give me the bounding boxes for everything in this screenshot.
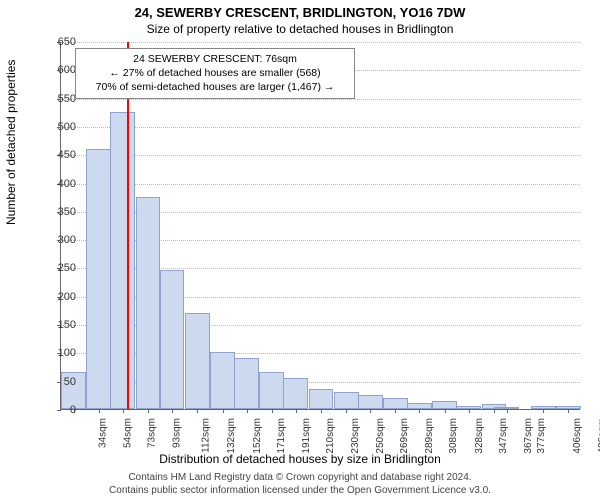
- y-axis-label: Number of detached properties: [4, 60, 18, 225]
- histogram-bar: [185, 313, 210, 409]
- y-tick-label: 500: [26, 121, 76, 133]
- x-tick-label: 132sqm: [226, 418, 237, 454]
- chart-subtitle: Size of property relative to detached ho…: [0, 20, 600, 36]
- histogram-bar: [110, 112, 135, 409]
- x-tick-label: 250sqm: [375, 418, 386, 454]
- x-tick-label: 347sqm: [498, 418, 509, 454]
- y-tick-label: 350: [26, 206, 76, 218]
- gridline: [61, 99, 580, 100]
- y-tick-label: 650: [26, 36, 76, 48]
- x-tick-label: 34sqm: [97, 418, 108, 448]
- gridline: [61, 184, 580, 185]
- histogram-bar: [432, 401, 457, 409]
- histogram-bar: [136, 197, 161, 409]
- x-tick-label: 328sqm: [474, 418, 485, 454]
- histogram-bar: [234, 358, 259, 409]
- x-tick-label: 171sqm: [276, 418, 287, 454]
- histogram-bar: [259, 372, 284, 409]
- gridline: [61, 155, 580, 156]
- x-tick-label: 73sqm: [146, 418, 157, 448]
- gridline: [61, 127, 580, 128]
- x-tick-label: 191sqm: [301, 418, 312, 454]
- chart-container: 24, SEWERBY CRESCENT, BRIDLINGTON, YO16 …: [0, 0, 600, 500]
- footer-line1: Contains HM Land Registry data © Crown c…: [0, 472, 600, 485]
- footer-line2: Contains public sector information licen…: [0, 485, 600, 498]
- x-tick-label: 230sqm: [350, 418, 361, 454]
- y-tick-label: 200: [26, 291, 76, 303]
- annotation-line1: 24 SEWERBY CRESCENT: 76sqm: [82, 52, 348, 66]
- histogram-bar: [283, 378, 308, 409]
- x-tick-label: 54sqm: [122, 418, 133, 448]
- gridline: [61, 42, 580, 43]
- y-tick-label: 450: [26, 149, 76, 161]
- y-tick-label: 250: [26, 262, 76, 274]
- x-tick-label: 289sqm: [425, 418, 436, 454]
- x-tick-label: 406sqm: [572, 418, 583, 454]
- x-tick-label: 152sqm: [252, 418, 263, 454]
- x-tick-label: 210sqm: [325, 418, 336, 454]
- y-tick-label: 0: [26, 404, 76, 416]
- histogram-bar: [86, 149, 111, 409]
- x-axis-label: Distribution of detached houses by size …: [0, 452, 600, 466]
- y-tick-label: 550: [26, 93, 76, 105]
- histogram-bar: [160, 270, 185, 409]
- histogram-bar: [309, 389, 334, 409]
- x-tick-label: 367sqm: [523, 418, 534, 454]
- annotation-line2: ← 27% of detached houses are smaller (56…: [82, 66, 348, 80]
- y-tick-label: 400: [26, 178, 76, 190]
- y-tick-label: 50: [26, 376, 76, 388]
- y-tick-label: 600: [26, 64, 76, 76]
- y-tick-label: 150: [26, 319, 76, 331]
- x-tick-label: 377sqm: [536, 418, 547, 454]
- chart-title: 24, SEWERBY CRESCENT, BRIDLINGTON, YO16 …: [0, 0, 600, 20]
- histogram-bar: [383, 398, 408, 409]
- histogram-bar: [358, 395, 383, 409]
- annotation-line3: 70% of semi-detached houses are larger (…: [82, 80, 348, 94]
- footer: Contains HM Land Registry data © Crown c…: [0, 472, 600, 497]
- x-tick-label: 269sqm: [399, 418, 410, 454]
- histogram-bar: [210, 352, 235, 409]
- annotation-box: 24 SEWERBY CRESCENT: 76sqm ← 27% of deta…: [75, 48, 355, 99]
- y-tick-label: 100: [26, 347, 76, 359]
- x-tick-label: 112sqm: [200, 418, 211, 453]
- x-tick-label: 93sqm: [172, 418, 183, 448]
- histogram-bar: [334, 392, 359, 409]
- y-tick-label: 300: [26, 234, 76, 246]
- x-tick-label: 308sqm: [449, 418, 460, 454]
